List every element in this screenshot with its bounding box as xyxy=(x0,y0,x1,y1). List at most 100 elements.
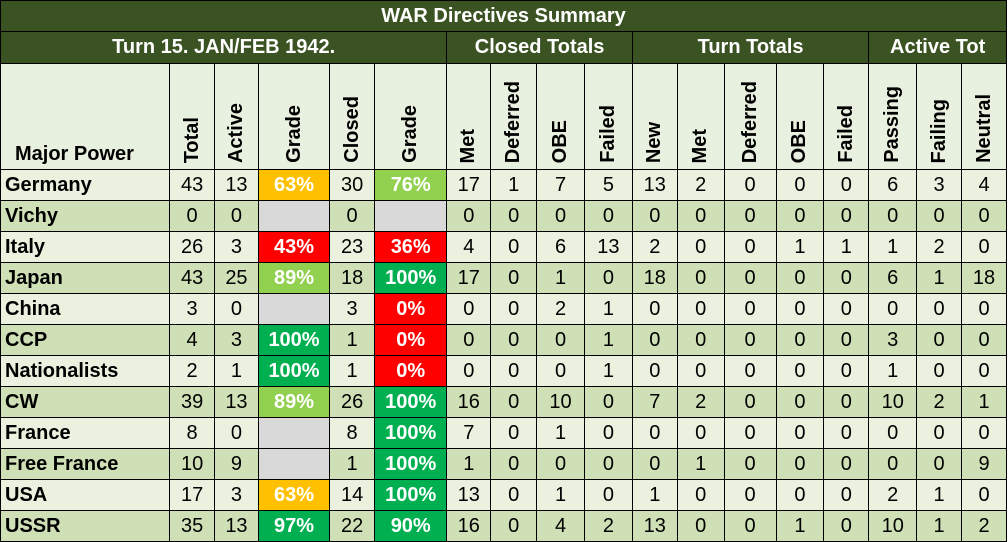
cell-closed-obe: 7 xyxy=(536,169,585,201)
cell-closed-deferred: 0 xyxy=(490,324,538,356)
cell-closed-met: 7 xyxy=(446,417,492,449)
cell-turn-failed: 0 xyxy=(823,169,870,201)
column-header-label: Failed xyxy=(596,105,619,163)
cell-closed-deferred: 0 xyxy=(490,417,538,449)
cell-closed: 1 xyxy=(329,448,376,480)
cell-turn-obe: 0 xyxy=(775,293,825,325)
cell-failing: 3 xyxy=(916,169,962,201)
cell-closed-deferred: 0 xyxy=(490,231,538,263)
cell-turn-deferred: 0 xyxy=(723,231,777,263)
cell-turn-met: 0 xyxy=(676,324,725,356)
column-header-label: Failed xyxy=(834,105,857,163)
power-name: USA xyxy=(0,479,171,511)
power-name: Japan xyxy=(0,262,171,294)
cell-closed-met: 0 xyxy=(446,355,492,387)
table-row: China 3 0 3 0% 0 0 2 1 0 0 0 0 0 0 0 0 xyxy=(0,293,1007,325)
cell-closed-met: 0 xyxy=(446,293,492,325)
table-row: Japan 43 25 89% 18 100% 17 0 1 0 18 0 0 0 0 6 1 18 xyxy=(0,262,1007,294)
power-name: China xyxy=(0,293,171,325)
cell-turn-deferred: 0 xyxy=(723,262,777,294)
cell-turn-met: 0 xyxy=(676,262,725,294)
cell-closed-failed: 0 xyxy=(583,479,633,511)
cell-closed: 23 xyxy=(329,231,376,263)
cell-closed: 0 xyxy=(329,200,376,232)
table-row: USA 17 3 63% 14 100% 13 0 1 0 1 0 0 0 0 2 1 0 xyxy=(0,479,1007,511)
cell-closed-met: 17 xyxy=(446,262,492,294)
table-row: Germany 43 13 63% 30 76% 17 1 7 5 13 2 0 0 0 6 3 4 xyxy=(0,169,1007,201)
cell-active-grade: 100% xyxy=(257,324,331,356)
cell-neutral: 0 xyxy=(961,417,1007,449)
cell-closed-failed: 1 xyxy=(583,324,633,356)
cell-total: 4 xyxy=(169,324,216,356)
cell-closed: 26 xyxy=(329,386,376,418)
cell-active: 0 xyxy=(214,417,259,449)
cell-passing: 1 xyxy=(868,231,918,263)
column-header-label: OBE xyxy=(788,119,811,163)
cell-active: 25 xyxy=(214,262,259,294)
cell-closed-obe: 10 xyxy=(536,386,585,418)
cell-active: 13 xyxy=(214,169,259,201)
cell-closed-obe: 0 xyxy=(536,448,585,480)
column-header-label: Grade xyxy=(399,105,422,163)
cell-neutral: 0 xyxy=(961,479,1007,511)
table-title: WAR Directives Summary xyxy=(0,0,1007,32)
cell-closed: 1 xyxy=(329,324,376,356)
column-header-label: New xyxy=(643,121,666,163)
cell-closed: 8 xyxy=(329,417,376,449)
cell-turn-met: 0 xyxy=(676,293,725,325)
table-row: CW 39 13 89% 26 100% 16 0 10 0 7 2 0 0 0 10 2 1 xyxy=(0,386,1007,418)
cell-turn-failed: 0 xyxy=(823,355,870,387)
cell-turn-deferred: 0 xyxy=(723,324,777,356)
column-header-label: Met xyxy=(689,128,712,163)
cell-closed-obe: 0 xyxy=(536,324,585,356)
cell-total: 35 xyxy=(169,510,216,542)
cell-active: 0 xyxy=(214,293,259,325)
cell-closed-deferred: 0 xyxy=(490,355,538,387)
cell-closed-met: 0 xyxy=(446,200,492,232)
cell-neutral: 9 xyxy=(961,448,1007,480)
cell-passing: 10 xyxy=(868,386,918,418)
cell-total: 39 xyxy=(169,386,216,418)
cell-failing: 0 xyxy=(916,200,962,232)
column-header-label: Grade xyxy=(282,105,305,163)
cell-turn-failed: 0 xyxy=(823,200,870,232)
cell-closed-grade: 100% xyxy=(374,417,448,449)
cell-total: 17 xyxy=(169,479,216,511)
cell-closed-deferred: 0 xyxy=(490,386,538,418)
column-header-turn-new: New xyxy=(631,63,678,170)
cell-turn-obe: 0 xyxy=(775,262,825,294)
power-name: Vichy xyxy=(0,200,171,232)
column-header-closed-obe: OBE xyxy=(536,63,585,170)
cell-passing: 6 xyxy=(868,262,918,294)
cell-closed-failed: 0 xyxy=(583,200,633,232)
column-header-total: Total xyxy=(169,63,216,170)
cell-closed-obe: 1 xyxy=(536,417,585,449)
cell-closed-obe: 1 xyxy=(536,262,585,294)
column-header-label: Total xyxy=(180,116,203,163)
cell-turn-new: 13 xyxy=(631,169,678,201)
cell-turn-new: 0 xyxy=(631,355,678,387)
column-header-neutral: Neutral xyxy=(961,63,1007,170)
power-name: Free France xyxy=(0,448,171,480)
column-header-label: OBE xyxy=(549,119,571,163)
cell-total: 43 xyxy=(169,169,216,201)
cell-turn-met: 0 xyxy=(676,231,725,263)
column-header-label: Deferred xyxy=(738,80,761,163)
cell-turn-failed: 0 xyxy=(823,386,870,418)
cell-closed-obe: 0 xyxy=(536,355,585,387)
column-header-closed-grade: Grade xyxy=(374,63,448,170)
cell-passing: 6 xyxy=(868,169,918,201)
cell-closed-failed: 0 xyxy=(583,386,633,418)
cell-closed-grade: 100% xyxy=(374,262,448,294)
cell-failing: 2 xyxy=(916,231,962,263)
column-header-passing: Passing xyxy=(868,63,918,170)
cell-failing: 2 xyxy=(916,386,962,418)
cell-turn-failed: 0 xyxy=(823,479,870,511)
column-header-label: Failing xyxy=(927,98,950,163)
cell-turn-new: 0 xyxy=(631,417,678,449)
cell-closed-met: 16 xyxy=(446,386,492,418)
column-header-label: Met xyxy=(457,128,480,163)
column-header-active-grade: Grade xyxy=(257,63,331,170)
cell-turn-deferred: 0 xyxy=(723,169,777,201)
